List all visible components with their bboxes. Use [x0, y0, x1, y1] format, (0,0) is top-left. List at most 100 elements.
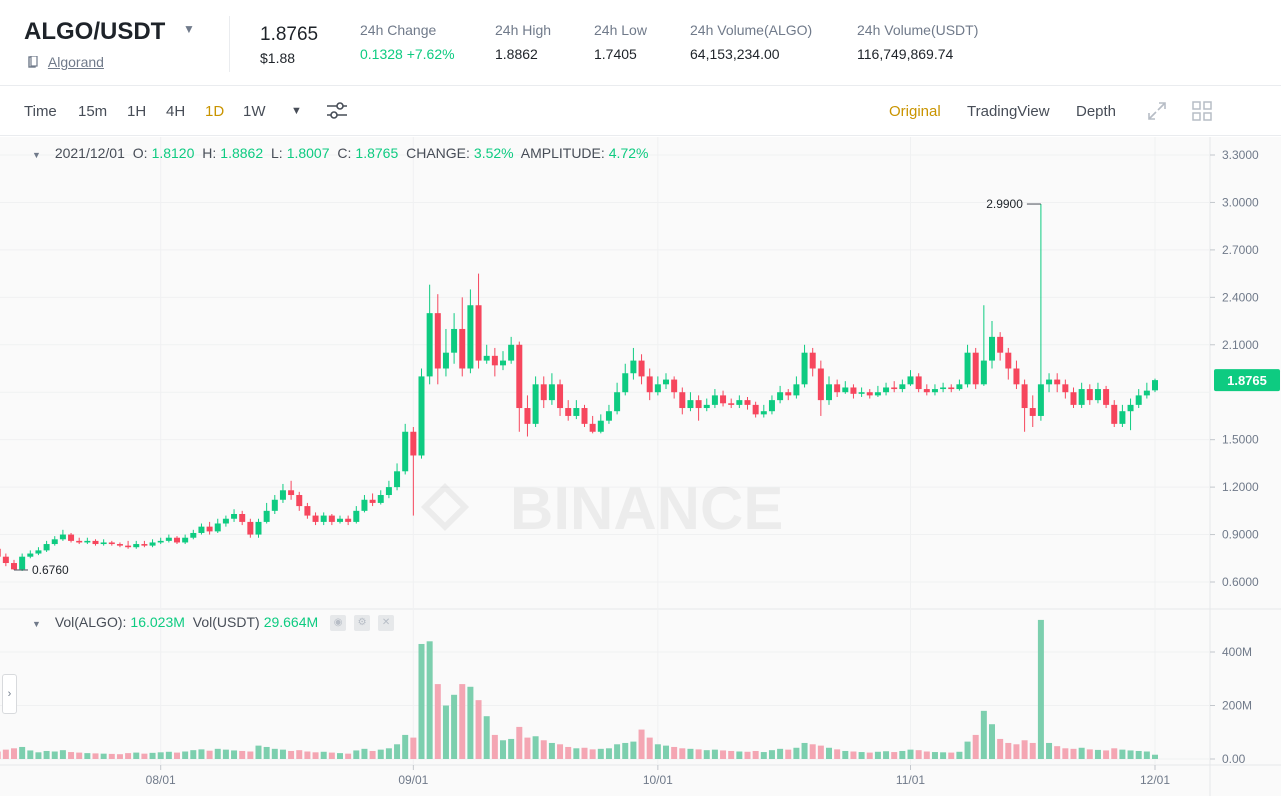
candle-body: [793, 384, 800, 396]
volume-bar: [231, 750, 238, 759]
interval-4h[interactable]: 4H: [166, 103, 186, 120]
caret-down-icon[interactable]: ▼: [183, 22, 195, 36]
volume-bar: [288, 750, 295, 759]
stat-24h-volume-algo: 24h Volume(ALGO) 64,153,234.00: [690, 22, 812, 62]
chevron-down-icon[interactable]: ▼: [32, 619, 41, 629]
grid-layout-icon[interactable]: [1191, 100, 1213, 122]
volume-bar: [1037, 619, 1044, 759]
eye-icon[interactable]: ◉: [330, 615, 347, 632]
coin-name[interactable]: Algorand: [47, 54, 104, 70]
candle-body: [760, 411, 767, 415]
volume-bar: [442, 705, 449, 759]
market-header: ALGO/USDT ▼ Algorand 1.8765 $1.88 24h Ch…: [0, 0, 1281, 86]
fullscreen-icon[interactable]: [1146, 100, 1168, 122]
interval-time[interactable]: Time: [24, 103, 57, 120]
coin-info-link[interactable]: Algorand: [28, 54, 104, 70]
last-price: 1.8765: [260, 24, 319, 45]
volume-bar: [27, 750, 34, 759]
volume-bar: [907, 749, 914, 759]
price-tick-label: 1.2000: [1222, 480, 1259, 494]
interval-15m[interactable]: 15m: [78, 103, 108, 120]
interval-1h[interactable]: 1H: [127, 103, 147, 120]
candle-body: [35, 550, 42, 554]
stat-value: 116,749,869.74: [857, 46, 954, 62]
candle-body: [68, 534, 75, 541]
interval-1d[interactable]: 1D: [205, 103, 225, 120]
volume-bar: [508, 738, 515, 759]
chart-area[interactable]: [0, 137, 1281, 796]
candle-body: [687, 400, 694, 409]
volume-bar: [116, 754, 123, 759]
volume-bar: [59, 750, 66, 759]
volume-bar: [711, 749, 718, 759]
chevron-down-icon[interactable]: ▼: [32, 150, 41, 160]
candle-body: [133, 544, 140, 548]
volume-bar: [337, 753, 343, 759]
volume-bar: [1054, 746, 1061, 759]
candle-body: [402, 431, 409, 472]
legend-amplitude: 4.72%: [608, 145, 649, 161]
candle-body: [1037, 384, 1044, 416]
volume-bar: [434, 684, 441, 759]
stat-value: 64,153,234.00: [690, 46, 780, 62]
interval-1w[interactable]: 1W: [243, 103, 266, 120]
candle-body: [931, 389, 938, 393]
candle-body: [915, 376, 922, 390]
view-original[interactable]: Original: [889, 103, 941, 120]
candle-body: [426, 313, 433, 377]
candle-body: [964, 352, 971, 385]
view-depth[interactable]: Depth: [1076, 103, 1117, 120]
ohlc-legend: ▼ 2021/12/01 O: 1.8120 H: 1.8862 L: 1.8007 …: [32, 145, 652, 161]
candle-body: [11, 563, 17, 570]
volume-bar: [222, 749, 229, 759]
volume-bar: [1143, 751, 1150, 759]
candle-body: [785, 392, 792, 396]
candle-body: [190, 532, 197, 538]
candle-body: [1152, 380, 1158, 391]
close-icon[interactable]: ✕: [378, 615, 395, 632]
gear-icon[interactable]: ⚙: [354, 615, 371, 632]
volume-bar: [394, 744, 401, 759]
volume-bar: [11, 748, 17, 759]
candle-body: [866, 392, 873, 396]
volume-tick-label: 200M: [1222, 699, 1252, 713]
caret-down-icon[interactable]: ▼: [291, 105, 302, 117]
pair-title[interactable]: ALGO/USDT: [24, 18, 166, 45]
volume-bar: [263, 746, 270, 759]
price-tick-label: 2.7000: [1222, 243, 1259, 257]
candle-body: [817, 368, 824, 401]
volume-bar: [687, 748, 694, 759]
stat-24h-low: 24h Low 1.7405: [594, 22, 647, 62]
price-tick-label: 0.9000: [1222, 528, 1259, 542]
candle-body: [288, 490, 295, 496]
candle-body: [614, 392, 621, 412]
view-tradingview[interactable]: TradingView: [967, 103, 1050, 120]
binance-watermark: BINANCE: [420, 475, 783, 542]
min-price-label: 0.6760: [32, 563, 69, 577]
volume-bar: [989, 724, 995, 759]
chevron-right-icon[interactable]: ›: [2, 674, 17, 714]
candle-body: [956, 384, 963, 390]
price-tick-label: 2.4000: [1222, 290, 1259, 304]
candle-body: [907, 376, 914, 385]
candle-body: [369, 499, 376, 503]
candle-body: [997, 336, 1004, 353]
volume-bar: [565, 746, 572, 759]
candle-body: [2, 556, 9, 564]
last-price-usd: $1.88: [260, 50, 296, 66]
volume-bar: [883, 751, 890, 759]
volume-bar: [0, 751, 1, 759]
volume-bar: [736, 751, 743, 759]
candle-body: [695, 400, 702, 409]
candle-body: [337, 518, 343, 522]
candle-body: [1029, 408, 1036, 416]
volume-bar: [402, 734, 409, 759]
candle-body: [125, 545, 132, 548]
settings-sliders-icon[interactable]: [325, 100, 349, 122]
volume-bar: [940, 752, 947, 759]
volume-tick-label: 0.00: [1222, 752, 1246, 766]
vol-usdt-label: Vol(USDT): [192, 614, 260, 630]
candle-body: [720, 395, 727, 404]
candle-body: [597, 420, 604, 432]
candlestick-chart[interactable]: BINANCE 3.3000 3.0000 2.7000 2.4000 2.1000 1.…: [0, 137, 1281, 796]
